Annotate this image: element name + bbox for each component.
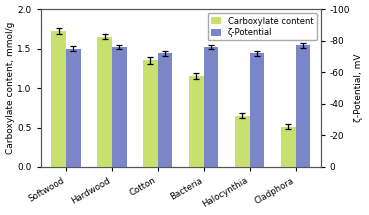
Bar — [66, 49, 81, 167]
Bar — [204, 47, 218, 167]
Bar — [97, 37, 112, 167]
Bar — [281, 127, 296, 167]
Bar — [249, 53, 264, 167]
Bar — [51, 31, 66, 167]
Bar — [296, 45, 310, 167]
Bar — [158, 53, 172, 167]
Bar — [235, 116, 249, 167]
Legend: Carboxylate content, ζ-Potential: Carboxylate content, ζ-Potential — [208, 13, 317, 40]
Bar — [112, 47, 127, 167]
Bar — [189, 76, 204, 167]
Y-axis label: ζ-Potential, mV: ζ-Potential, mV — [355, 54, 363, 122]
Y-axis label: Carboxylate content, mmol/g: Carboxylate content, mmol/g — [6, 22, 14, 154]
Bar — [143, 60, 158, 167]
